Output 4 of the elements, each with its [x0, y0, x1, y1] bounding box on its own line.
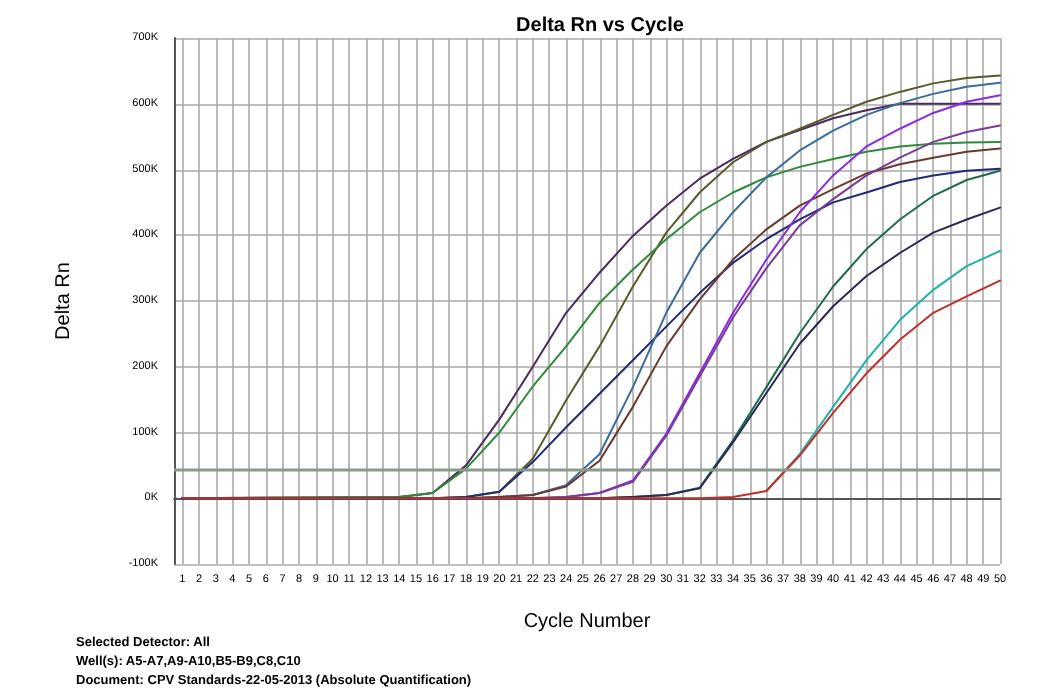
chart-title: Delta Rn vs Cycle [516, 15, 685, 37]
x-axis-title: Cycle Number [523, 611, 652, 633]
y-axis-title: Delta Rn [53, 262, 75, 340]
line-series [181, 279, 1001, 500]
